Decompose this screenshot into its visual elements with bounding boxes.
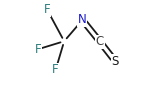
Text: N: N — [78, 14, 87, 26]
Text: F: F — [52, 63, 59, 76]
Text: S: S — [112, 55, 119, 68]
Text: F: F — [44, 3, 50, 16]
Text: F: F — [35, 43, 41, 56]
Text: C: C — [96, 35, 104, 48]
